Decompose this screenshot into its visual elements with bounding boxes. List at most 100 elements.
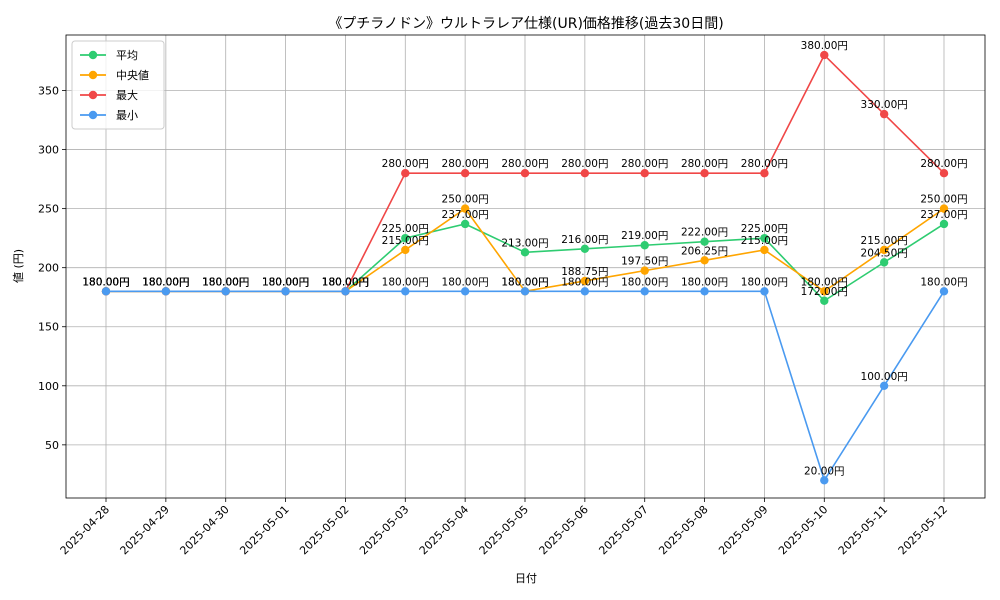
- data-point: [879, 109, 889, 119]
- data-label: 180.00円: [322, 276, 369, 288]
- data-point: [401, 245, 410, 255]
- data-point: [401, 233, 410, 243]
- legend-marker: [88, 90, 98, 100]
- data-point: [939, 168, 949, 178]
- x-axis-label: 日付: [515, 572, 537, 585]
- y-tick-label: 350: [38, 85, 59, 98]
- x-tick-label: 2025-05-07: [596, 503, 650, 557]
- data-point: [161, 287, 171, 296]
- data-label: 216.00円: [561, 234, 608, 246]
- data-label: 180.00円: [202, 276, 249, 288]
- data-point: [879, 381, 889, 390]
- data-label: 280.00円: [920, 158, 967, 170]
- legend-box: [71, 40, 165, 130]
- x-tick-label: 2025-05-01: [237, 503, 291, 557]
- data-point: [580, 287, 590, 296]
- data-point: [640, 241, 649, 250]
- x-tick-label: 2025-05-04: [417, 503, 471, 557]
- data-label: 219.00円: [621, 230, 668, 242]
- x-tick-label: 2025-05-09: [716, 503, 770, 557]
- data-label: 100.00円: [861, 371, 908, 383]
- y-tick-label: 200: [38, 262, 59, 275]
- data-point: [640, 168, 649, 178]
- data-point: [939, 204, 949, 213]
- data-label: 222.00円: [681, 227, 728, 239]
- data-label: 180.00円: [82, 276, 129, 288]
- data-label: 180.00円: [322, 276, 369, 288]
- data-label: 180.00円: [920, 276, 967, 288]
- data-point: [580, 168, 590, 178]
- data-label: 180.00円: [142, 276, 189, 288]
- data-point: [460, 168, 470, 178]
- plot-frame: [65, 34, 986, 499]
- x-tick-label: 2025-05-06: [537, 503, 591, 557]
- data-point: [460, 204, 470, 213]
- data-label: 237.00円: [442, 209, 489, 221]
- y-tick-label: 50: [45, 439, 59, 452]
- data-label: 280.00円: [741, 158, 788, 170]
- data-label: 225.00円: [741, 223, 788, 235]
- data-point: [820, 296, 829, 305]
- data-label: 250.00円: [920, 194, 967, 206]
- x-tick-label: 2025-05-03: [357, 503, 411, 557]
- data-label: 180.00円: [322, 276, 369, 288]
- x-tick-label: 2025-05-12: [896, 503, 950, 557]
- y-tick-label: 150: [38, 321, 59, 334]
- data-point: [580, 244, 590, 253]
- data-label: 215.00円: [382, 235, 429, 247]
- x-tick-label: 2025-05-08: [656, 503, 710, 557]
- data-label: 204.50円: [861, 247, 908, 259]
- data-point: [281, 287, 290, 296]
- data-label: 206.25円: [681, 245, 728, 257]
- data-point: [640, 266, 649, 275]
- data-label: 180.00円: [561, 276, 608, 288]
- data-point: [401, 287, 410, 296]
- data-label: 180.00円: [202, 276, 249, 288]
- data-point: [820, 50, 829, 60]
- data-label: 180.00円: [202, 276, 249, 288]
- data-point: [879, 258, 889, 267]
- data-label: 180.00円: [142, 276, 189, 288]
- data-label: 280.00円: [561, 158, 608, 170]
- data-point: [760, 168, 769, 178]
- data-label: 180.00円: [82, 276, 129, 288]
- data-label: 180.00円: [82, 276, 129, 288]
- data-point: [341, 287, 350, 296]
- data-point: [760, 245, 769, 255]
- data-label: 180.00円: [621, 276, 668, 288]
- data-label: 180.00円: [741, 276, 788, 288]
- data-label: 215.00円: [741, 235, 788, 247]
- x-tick-label: 2025-05-10: [776, 503, 830, 557]
- data-label: 180.00円: [681, 276, 728, 288]
- data-point: [221, 287, 230, 296]
- legend-label: 中央値: [116, 69, 149, 82]
- x-tick-label: 2025-04-30: [177, 503, 231, 557]
- data-label: 250.00円: [442, 194, 489, 206]
- data-label: 180.00円: [82, 276, 129, 288]
- data-point: [700, 168, 709, 178]
- data-label: 197.50円: [621, 256, 668, 268]
- y-tick-label: 250: [38, 203, 59, 216]
- data-label: 180.00円: [801, 276, 848, 288]
- data-label: 330.00円: [861, 99, 908, 111]
- series-3: [101, 287, 949, 485]
- data-point: [820, 476, 829, 485]
- data-label: 180.00円: [262, 276, 309, 288]
- legend-label: 最小: [116, 109, 138, 122]
- data-point: [520, 287, 530, 296]
- data-label: 280.00円: [382, 158, 429, 170]
- data-label: 180.00円: [322, 276, 369, 288]
- data-point: [520, 248, 530, 257]
- x-tick-label: 2025-05-05: [477, 503, 531, 557]
- data-point: [820, 287, 829, 296]
- data-label: 380.00円: [801, 40, 848, 52]
- chart-title: 《プチラノドン》ウルトラレア仕様(UR)価格推移(過去30日間): [328, 16, 723, 32]
- legend-marker: [88, 110, 98, 120]
- data-label: 180.00円: [142, 276, 189, 288]
- data-label: 280.00円: [621, 158, 668, 170]
- data-label: 180.00円: [501, 276, 548, 288]
- data-label: 180.00円: [262, 276, 309, 288]
